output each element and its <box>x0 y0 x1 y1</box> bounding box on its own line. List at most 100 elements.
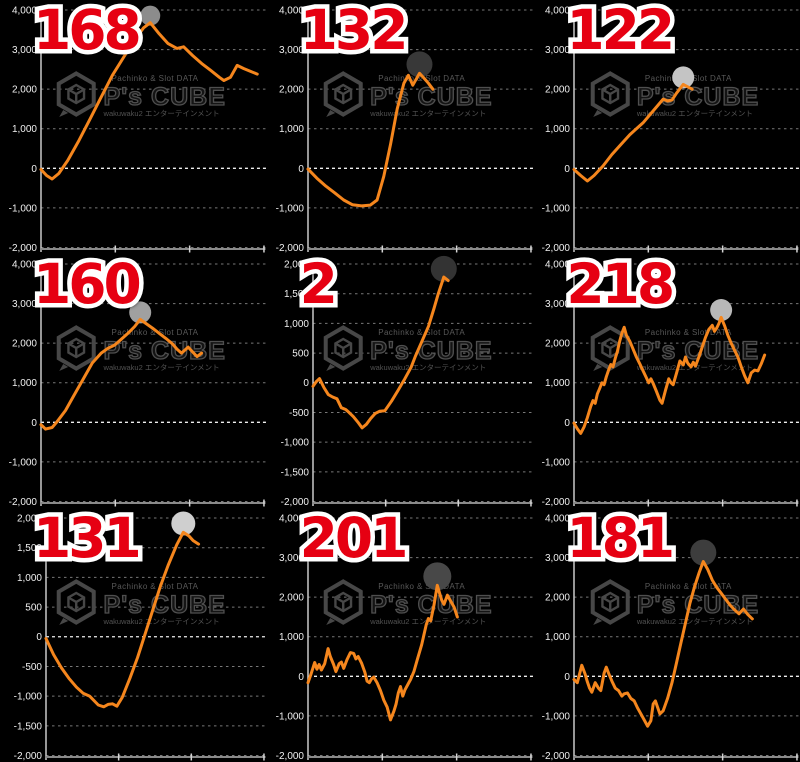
result-number: 181 181 <box>562 508 680 570</box>
line-chart <box>572 66 695 183</box>
chart-axes: 4,000 3,000 2,000 1,000 0 -1,000 -2,000 <box>275 5 533 254</box>
svg-text:-500: -500 <box>289 408 309 419</box>
svg-text:2,000: 2,000 <box>284 259 309 270</box>
result-number-value: 2 <box>299 254 338 316</box>
svg-text:4,000: 4,000 <box>279 513 304 524</box>
svg-text:4,000: 4,000 <box>545 513 570 524</box>
svg-text:3,000: 3,000 <box>12 299 37 310</box>
chart-panel: 4,000 3,000 2,000 1,000 0 -1,000 -2,000 Pachin… <box>533 254 800 508</box>
svg-text:3,000: 3,000 <box>279 553 304 564</box>
svg-text:-2,000: -2,000 <box>542 497 571 508</box>
svg-text:-1,000: -1,000 <box>14 692 43 703</box>
line-chart <box>572 299 767 435</box>
result-number-outline: 2 <box>295 254 342 316</box>
svg-text:0: 0 <box>298 164 304 175</box>
svg-text:-1,000: -1,000 <box>542 711 571 722</box>
svg-text:1,000: 1,000 <box>545 378 570 389</box>
line-chart <box>572 539 755 728</box>
result-number: 201 201 <box>295 508 413 570</box>
result-number-outline: 132 <box>295 0 413 62</box>
svg-text:3,000: 3,000 <box>545 299 570 310</box>
result-number: 218 218 <box>562 254 680 316</box>
svg-text:1,500: 1,500 <box>17 543 42 554</box>
svg-text:2,000: 2,000 <box>545 85 570 96</box>
svg-text:-1,000: -1,000 <box>280 438 309 449</box>
svg-text:-2,000: -2,000 <box>542 751 571 762</box>
svg-text:1,000: 1,000 <box>279 124 304 135</box>
svg-text:4,000: 4,000 <box>545 259 570 270</box>
result-number-outline: 181 <box>562 508 680 570</box>
svg-text:0: 0 <box>31 164 37 175</box>
svg-text:2,000: 2,000 <box>12 85 37 96</box>
chart-panel: 4,000 3,000 2,000 1,000 0 -1,000 -2,000 Pachin… <box>533 508 800 762</box>
svg-text:0: 0 <box>36 632 42 643</box>
result-number-value: 168 <box>33 0 142 62</box>
result-number-value: 122 <box>566 0 675 62</box>
chart-panel: 4,000 3,000 2,000 1,000 0 -1,000 -2,000 Pachin… <box>0 0 267 254</box>
svg-text:4,000: 4,000 <box>12 5 37 16</box>
svg-text:2,000: 2,000 <box>545 593 570 604</box>
svg-text:1,000: 1,000 <box>284 319 309 330</box>
result-number-outline: 160 <box>29 254 147 316</box>
svg-text:3,000: 3,000 <box>545 45 570 56</box>
result-number: 132 132 <box>295 0 413 62</box>
chart-axes: 4,000 3,000 2,000 1,000 0 -1,000 -2,000 <box>9 259 266 508</box>
svg-text:500: 500 <box>25 603 42 614</box>
svg-text:1,000: 1,000 <box>12 124 37 135</box>
svg-text:0: 0 <box>31 418 37 429</box>
svg-text:-2,000: -2,000 <box>275 751 304 762</box>
chart-panel: 4,000 3,000 2,000 1,000 0 -1,000 -2,000 Pachin… <box>533 0 800 254</box>
svg-text:3,000: 3,000 <box>545 553 570 564</box>
result-number-value: 218 <box>566 254 675 316</box>
svg-text:2,000: 2,000 <box>17 513 42 524</box>
svg-text:2,000: 2,000 <box>279 85 304 96</box>
svg-text:2,000: 2,000 <box>279 593 304 604</box>
svg-text:500: 500 <box>292 349 309 360</box>
svg-text:1,000: 1,000 <box>12 378 37 389</box>
svg-text:-1,000: -1,000 <box>9 457 38 468</box>
line-chart <box>44 511 201 709</box>
chart-axes: 4,000 3,000 2,000 1,000 0 -1,000 -2,000 <box>542 259 800 508</box>
svg-text:-1,000: -1,000 <box>275 711 304 722</box>
result-number-outline: 168 <box>29 0 147 62</box>
result-number: 168 168 <box>29 0 147 62</box>
line-chart <box>306 562 459 722</box>
result-number: 131 131 <box>29 508 147 570</box>
svg-text:-2,000: -2,000 <box>9 497 38 508</box>
svg-text:1,000: 1,000 <box>545 124 570 135</box>
chart-panel: 4,000 3,000 2,000 1,000 0 -1,000 -2,000 Pachin… <box>266 0 534 254</box>
svg-text:0: 0 <box>565 418 571 429</box>
result-number-outline: 122 <box>562 0 680 62</box>
svg-text:0: 0 <box>565 672 571 683</box>
line-chart <box>311 255 457 430</box>
svg-text:1,500: 1,500 <box>284 289 309 300</box>
svg-text:2,000: 2,000 <box>12 339 37 350</box>
svg-text:0: 0 <box>298 672 304 683</box>
result-number-outline: 201 <box>295 508 413 570</box>
svg-text:4,000: 4,000 <box>545 5 570 16</box>
line-chart <box>306 51 435 208</box>
svg-text:-2,000: -2,000 <box>9 243 38 254</box>
line-chart <box>39 5 259 181</box>
svg-text:-1,000: -1,000 <box>542 203 571 214</box>
line-chart <box>39 301 204 431</box>
svg-text:4,000: 4,000 <box>12 259 37 270</box>
svg-text:4,000: 4,000 <box>279 5 304 16</box>
svg-text:0: 0 <box>565 164 571 175</box>
svg-text:-2,000: -2,000 <box>14 751 43 762</box>
result-number: 160 160 <box>29 254 147 316</box>
result-number-outline: 218 <box>562 254 680 316</box>
svg-text:-500: -500 <box>22 662 42 673</box>
svg-text:2,000: 2,000 <box>545 339 570 350</box>
svg-text:-1,000: -1,000 <box>275 203 304 214</box>
svg-text:-2,000: -2,000 <box>275 243 304 254</box>
svg-text:-1,500: -1,500 <box>280 467 309 478</box>
svg-text:1,000: 1,000 <box>279 632 304 643</box>
result-number-value: 132 <box>299 0 409 62</box>
chart-panel: 4,000 3,000 2,000 1,000 0 -1,000 -2,000 Pachin… <box>0 254 267 508</box>
result-number-value: 201 <box>299 508 409 570</box>
svg-text:3,000: 3,000 <box>279 45 304 56</box>
svg-text:-1,000: -1,000 <box>9 203 38 214</box>
